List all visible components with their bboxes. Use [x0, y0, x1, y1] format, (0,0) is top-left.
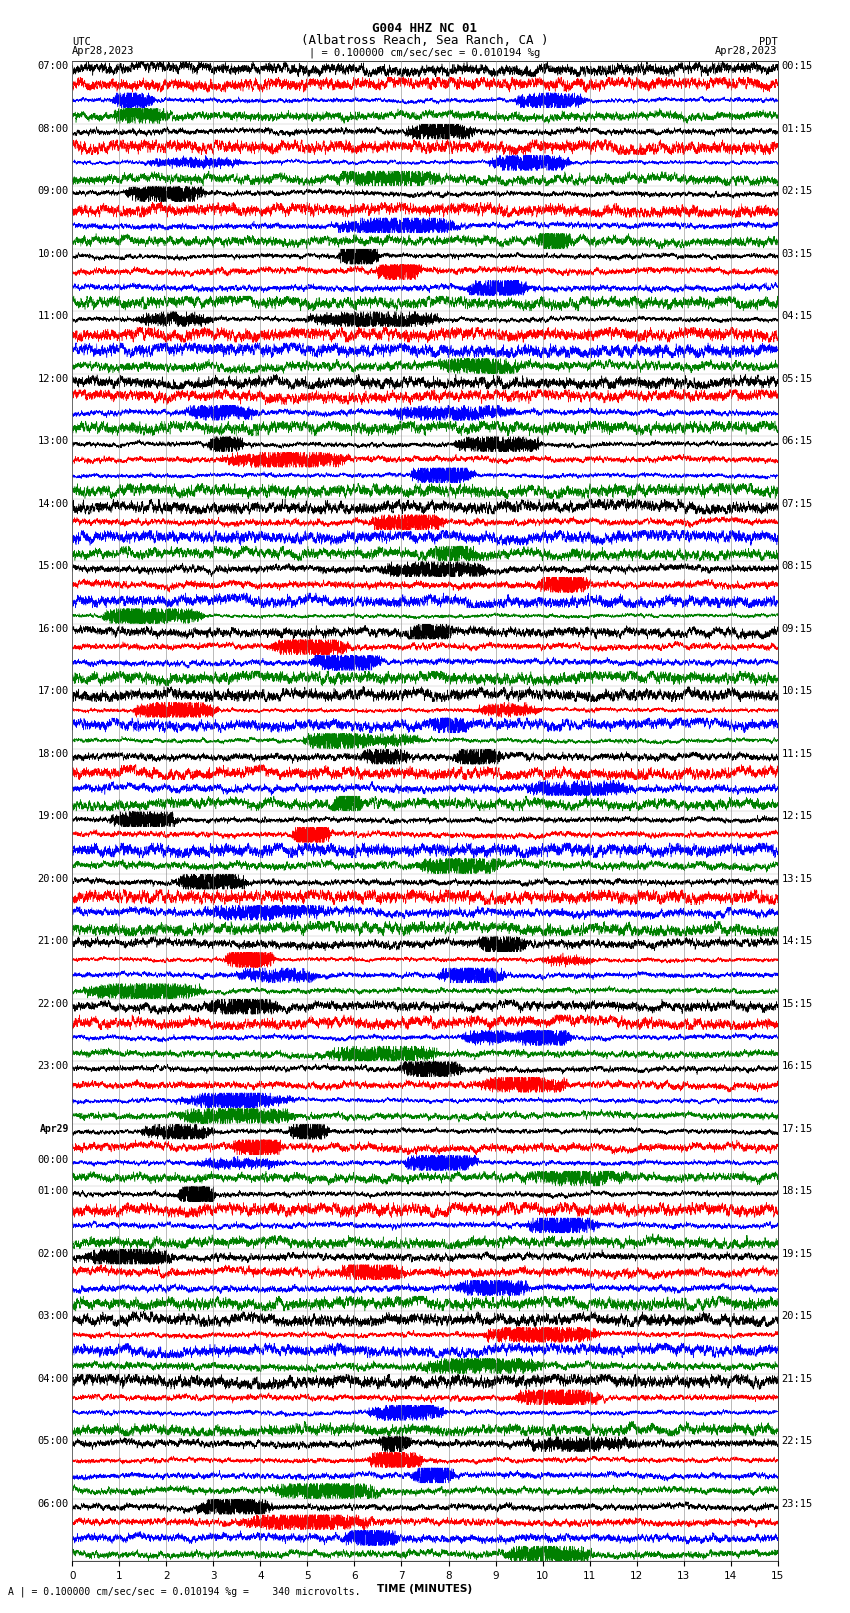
Text: Apr28,2023: Apr28,2023 — [715, 47, 778, 56]
Text: 00:15: 00:15 — [781, 61, 813, 71]
Text: 15:00: 15:00 — [37, 561, 69, 571]
Text: UTC: UTC — [72, 37, 91, 47]
Text: 10:00: 10:00 — [37, 248, 69, 258]
Text: 14:15: 14:15 — [781, 936, 813, 947]
Text: 03:00: 03:00 — [37, 1311, 69, 1321]
Text: 05:15: 05:15 — [781, 374, 813, 384]
Text: 21:00: 21:00 — [37, 936, 69, 947]
Text: 05:00: 05:00 — [37, 1437, 69, 1447]
Text: 15:15: 15:15 — [781, 998, 813, 1008]
Text: G004 HHZ NC 01: G004 HHZ NC 01 — [372, 21, 478, 35]
Text: 19:15: 19:15 — [781, 1248, 813, 1258]
Text: 13:00: 13:00 — [37, 437, 69, 447]
Text: 18:00: 18:00 — [37, 748, 69, 758]
Text: 13:15: 13:15 — [781, 874, 813, 884]
Text: 20:00: 20:00 — [37, 874, 69, 884]
Text: 03:15: 03:15 — [781, 248, 813, 258]
X-axis label: TIME (MINUTES): TIME (MINUTES) — [377, 1584, 473, 1594]
Text: 08:00: 08:00 — [37, 124, 69, 134]
Text: 11:00: 11:00 — [37, 311, 69, 321]
Text: 20:15: 20:15 — [781, 1311, 813, 1321]
Text: 17:15: 17:15 — [781, 1124, 813, 1134]
Text: 12:15: 12:15 — [781, 811, 813, 821]
Text: (Albatross Reach, Sea Ranch, CA ): (Albatross Reach, Sea Ranch, CA ) — [301, 34, 549, 47]
Text: 01:15: 01:15 — [781, 124, 813, 134]
Text: Apr28,2023: Apr28,2023 — [72, 47, 135, 56]
Text: 23:15: 23:15 — [781, 1498, 813, 1508]
Text: PDT: PDT — [759, 37, 778, 47]
Text: 16:15: 16:15 — [781, 1061, 813, 1071]
Text: 02:15: 02:15 — [781, 187, 813, 197]
Text: 08:15: 08:15 — [781, 561, 813, 571]
Text: 09:15: 09:15 — [781, 624, 813, 634]
Text: 18:15: 18:15 — [781, 1187, 813, 1197]
Text: 00:00: 00:00 — [37, 1155, 69, 1165]
Text: 21:15: 21:15 — [781, 1374, 813, 1384]
Text: 02:00: 02:00 — [37, 1248, 69, 1258]
Text: 06:15: 06:15 — [781, 437, 813, 447]
Text: 09:00: 09:00 — [37, 187, 69, 197]
Text: 01:00: 01:00 — [37, 1187, 69, 1197]
Text: 07:15: 07:15 — [781, 498, 813, 508]
Text: A | = 0.100000 cm/sec/sec = 0.010194 %g =    340 microvolts.: A | = 0.100000 cm/sec/sec = 0.010194 %g … — [8, 1586, 361, 1597]
Text: Apr29: Apr29 — [39, 1124, 69, 1134]
Text: 06:00: 06:00 — [37, 1498, 69, 1508]
Text: 07:00: 07:00 — [37, 61, 69, 71]
Text: 22:15: 22:15 — [781, 1437, 813, 1447]
Text: 19:00: 19:00 — [37, 811, 69, 821]
Text: 12:00: 12:00 — [37, 374, 69, 384]
Text: 11:15: 11:15 — [781, 748, 813, 758]
Text: 22:00: 22:00 — [37, 998, 69, 1008]
Text: 04:00: 04:00 — [37, 1374, 69, 1384]
Text: 16:00: 16:00 — [37, 624, 69, 634]
Text: 14:00: 14:00 — [37, 498, 69, 508]
Text: 17:00: 17:00 — [37, 687, 69, 697]
Text: 10:15: 10:15 — [781, 687, 813, 697]
Text: 04:15: 04:15 — [781, 311, 813, 321]
Text: | = 0.100000 cm/sec/sec = 0.010194 %g: | = 0.100000 cm/sec/sec = 0.010194 %g — [309, 47, 541, 58]
Text: 23:00: 23:00 — [37, 1061, 69, 1071]
